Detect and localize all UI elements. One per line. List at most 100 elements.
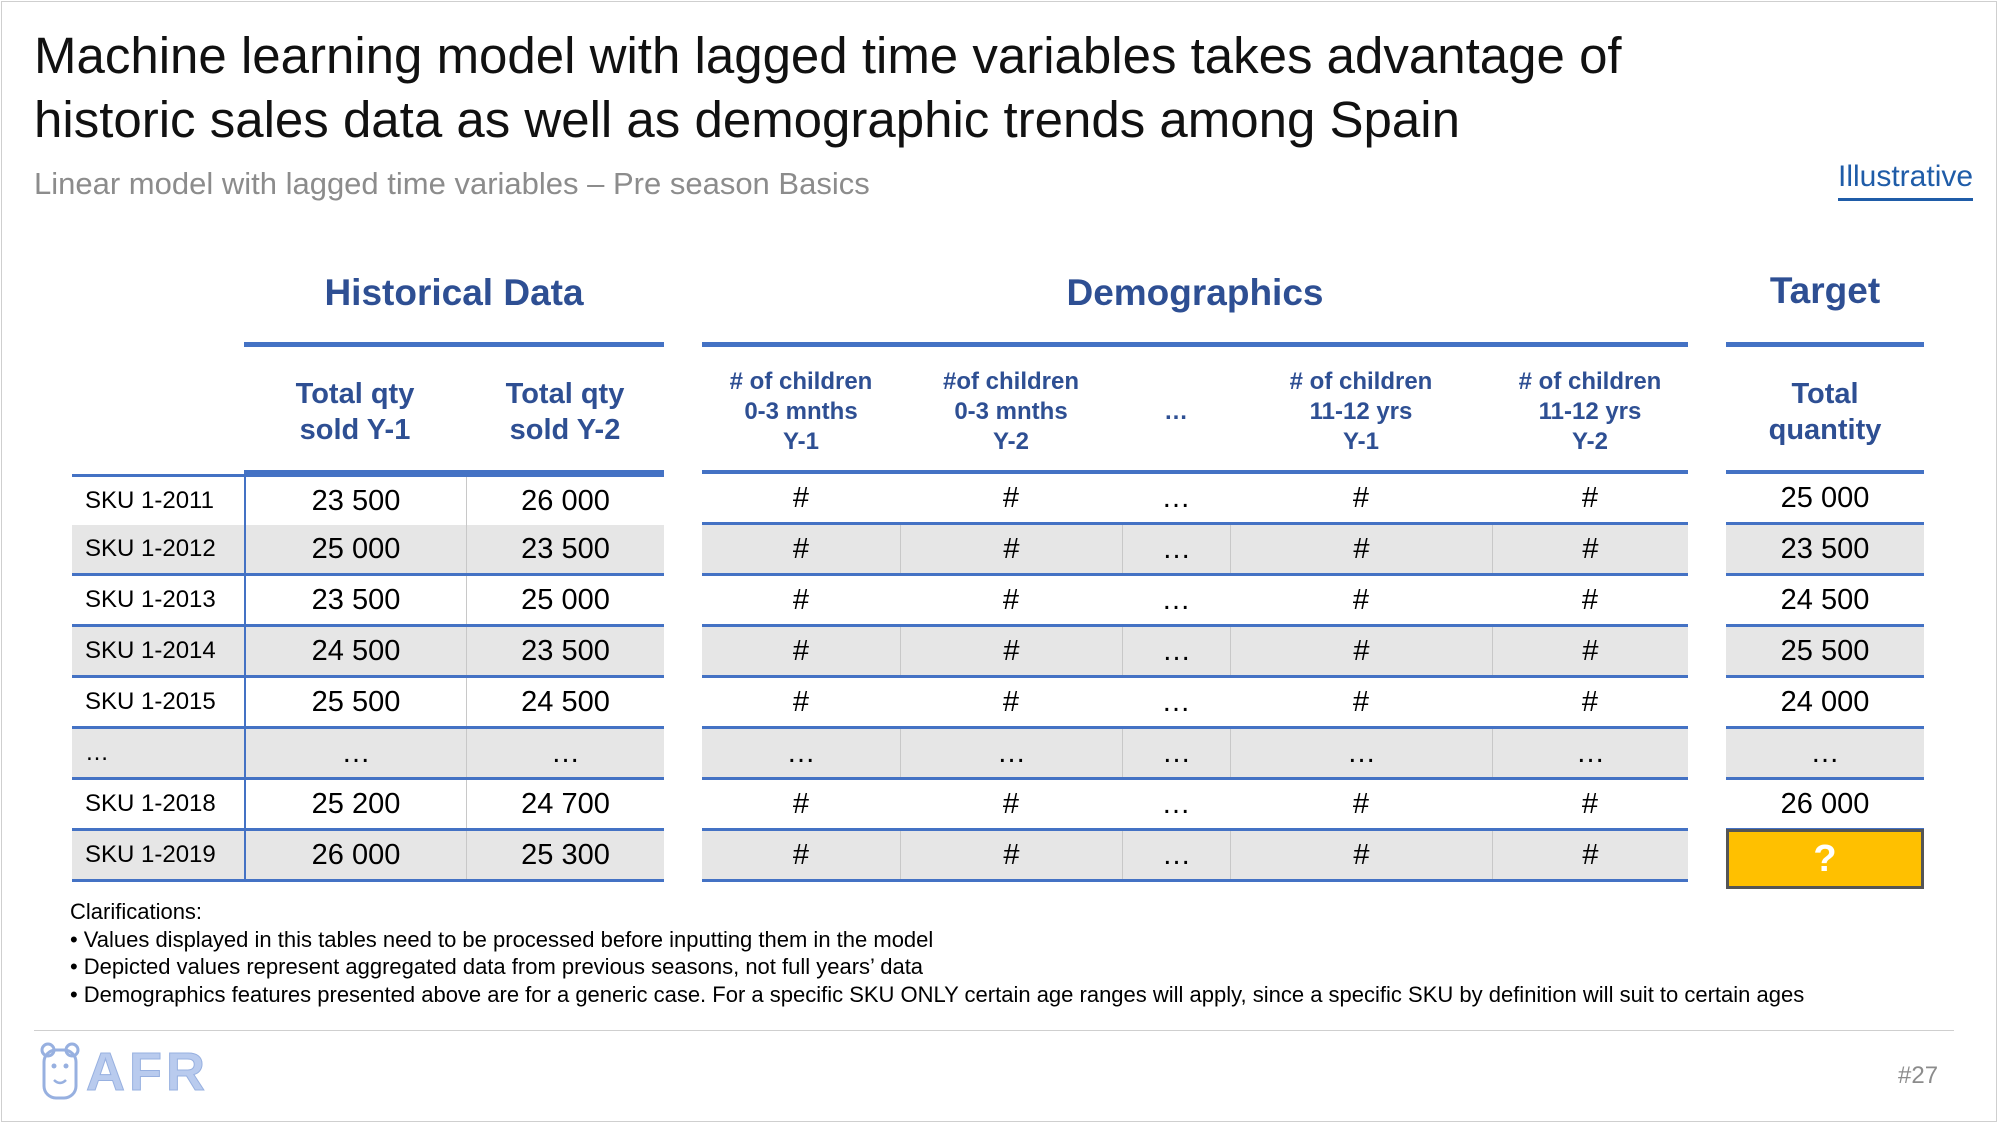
slide-title: Machine learning model with lagged time … bbox=[34, 27, 1622, 148]
total-qty-y1-cell: 25 200 bbox=[244, 780, 466, 828]
col-header-total-qty-y2: Total qty sold Y-2 bbox=[505, 378, 625, 446]
target-header-line bbox=[1726, 470, 1924, 474]
demographic-cell: … bbox=[1161, 583, 1191, 616]
col-header-children-11-12y-y2: # of children 11-12 yrs Y-2 bbox=[1518, 368, 1662, 455]
total-qty-y1-cell: 23 500 bbox=[244, 477, 466, 525]
demographic-cell: # bbox=[1230, 627, 1492, 675]
clarification-item: Demographics features presented above ar… bbox=[70, 981, 1805, 1009]
total-qty-y2-cell: … bbox=[466, 729, 664, 777]
demographic-cell: … bbox=[1122, 831, 1230, 879]
demographic-cell: … bbox=[1122, 627, 1230, 675]
demographic-cell: # bbox=[900, 831, 1122, 879]
clarifications: Clarifications: Values displayed in this… bbox=[70, 898, 1804, 1008]
col-header-total-quantity: Total quantity bbox=[1768, 378, 1882, 446]
target-heading: Target bbox=[1769, 270, 1881, 311]
demographic-cell: # bbox=[1002, 685, 1020, 718]
demographic-cell: # bbox=[1492, 627, 1688, 675]
demographic-cell: … bbox=[1122, 525, 1230, 573]
total-qty-y2-cell: 24 700 bbox=[466, 780, 664, 828]
table-row: # #… # # bbox=[702, 780, 1688, 831]
table-row: … bbox=[1726, 729, 1924, 780]
total-quantity-cell: 25 000 bbox=[1780, 481, 1870, 514]
col-header-ellipsis: … bbox=[1164, 398, 1188, 425]
demographic-cell: … bbox=[1161, 787, 1191, 820]
table-row: …………… bbox=[702, 729, 1688, 780]
total-qty-y1-cell: … bbox=[244, 729, 466, 777]
historical-data-heading: Historical Data bbox=[324, 272, 584, 313]
hist-header-line bbox=[244, 470, 664, 474]
demographic-cell: … bbox=[786, 736, 816, 769]
logo-text: AFR bbox=[86, 1042, 209, 1103]
demographic-cell: # bbox=[1352, 685, 1370, 718]
demographic-cell: # bbox=[1230, 831, 1492, 879]
demographic-cell: # bbox=[900, 525, 1122, 573]
slide-subtitle: Linear model with lagged time variables … bbox=[34, 166, 870, 201]
sku-cell: SKU 1-2013 bbox=[85, 586, 216, 613]
demographic-cell: # bbox=[1492, 831, 1688, 879]
target-prediction-cell: ? bbox=[1726, 829, 1924, 889]
demographic-cell: # bbox=[1002, 583, 1020, 616]
footer-divider bbox=[34, 1030, 1954, 1031]
table-row: 24 500 bbox=[1726, 576, 1924, 627]
clarification-item: Values displayed in this tables need to … bbox=[70, 926, 1804, 954]
demographic-cell: # bbox=[792, 583, 810, 616]
total-qty-y1-cell: 23 500 bbox=[244, 576, 466, 624]
demographic-cell: … bbox=[1492, 729, 1688, 777]
demographic-cell: # bbox=[1352, 583, 1370, 616]
illustrative-tag: Illustrative bbox=[1838, 160, 1974, 201]
total-qty-y2-cell: 24 500 bbox=[466, 678, 664, 726]
demographic-cell: … bbox=[1122, 729, 1230, 777]
total-quantity-cell: 24 500 bbox=[1780, 583, 1870, 616]
demographic-cell: … bbox=[1161, 685, 1191, 718]
table-row: SKU 1-2019 26 000 25 300 bbox=[72, 831, 664, 882]
table-row: # # … # # bbox=[702, 576, 1688, 627]
demographic-cell: # bbox=[1230, 525, 1492, 573]
demographic-cell: # bbox=[792, 685, 810, 718]
total-qty-y2-cell: 25 000 bbox=[466, 576, 664, 624]
demographics-heading: Demographics bbox=[1066, 272, 1324, 313]
total-qty-y1-cell: 25 000 bbox=[244, 525, 466, 573]
demo-header-line bbox=[702, 470, 1688, 474]
total-qty-y2-cell: 23 500 bbox=[466, 627, 664, 675]
demographic-cell: # bbox=[792, 532, 810, 565]
demographic-cell: # bbox=[792, 481, 810, 514]
demographic-cell: # bbox=[1492, 525, 1688, 573]
table-row: SKU 1-2018 25 200 24 700 bbox=[72, 780, 664, 831]
table-row: # # … # # bbox=[702, 474, 1688, 525]
total-quantity-cell: … bbox=[1810, 736, 1840, 769]
demographic-cell: # bbox=[1002, 787, 1020, 820]
table-row: 25 500 bbox=[1726, 627, 1924, 678]
demographic-cell: # bbox=[1581, 583, 1599, 616]
total-qty-y2-cell: 23 500 bbox=[466, 525, 664, 573]
table-row: # #… # # bbox=[702, 678, 1688, 729]
table-row: SKU 1-2014 24 500 23 500 bbox=[72, 627, 664, 678]
total-qty-y2-cell: 25 300 bbox=[466, 831, 664, 879]
demographic-cell: # bbox=[1002, 481, 1020, 514]
table-row: 26 000 bbox=[1726, 780, 1924, 831]
table-row: 24 000 bbox=[1726, 678, 1924, 729]
historical-bar bbox=[244, 342, 664, 347]
demographic-cell: # bbox=[1352, 481, 1370, 514]
sku-cell: SKU 1-2019 bbox=[85, 841, 216, 868]
total-quantity-cell: 26 000 bbox=[1780, 787, 1870, 820]
table-row: SKU 1-2011 23 500 26 000 bbox=[72, 474, 664, 528]
table-row: # #… # # bbox=[702, 627, 1688, 678]
sku-cell: SKU 1-2015 bbox=[85, 688, 216, 715]
col-header-children-0-3m-y2: #of children 0-3 mnths Y-2 bbox=[942, 368, 1080, 455]
target-bar bbox=[1726, 342, 1924, 347]
demographic-cell: … bbox=[1161, 481, 1191, 514]
bear-mascot-icon bbox=[40, 1042, 80, 1100]
table-row: SKU 1-2013 23 500 25 000 bbox=[72, 576, 664, 627]
table-row: SKU 1-2012 25 000 23 500 bbox=[72, 525, 664, 576]
demographic-cell: # bbox=[1581, 481, 1599, 514]
table-row: 25 000 bbox=[1726, 474, 1924, 525]
demographic-cell: … bbox=[1230, 729, 1492, 777]
sku-cell: SKU 1-2012 bbox=[85, 535, 216, 562]
clarification-item: Depicted values represent aggregated dat… bbox=[70, 953, 1804, 981]
total-quantity-cell: 25 500 bbox=[1780, 634, 1870, 667]
afr-logo: AFR bbox=[40, 1040, 209, 1104]
demographic-cell: # bbox=[792, 838, 810, 871]
table-row: # #… # # bbox=[702, 525, 1688, 576]
demographic-cell: # bbox=[792, 787, 810, 820]
